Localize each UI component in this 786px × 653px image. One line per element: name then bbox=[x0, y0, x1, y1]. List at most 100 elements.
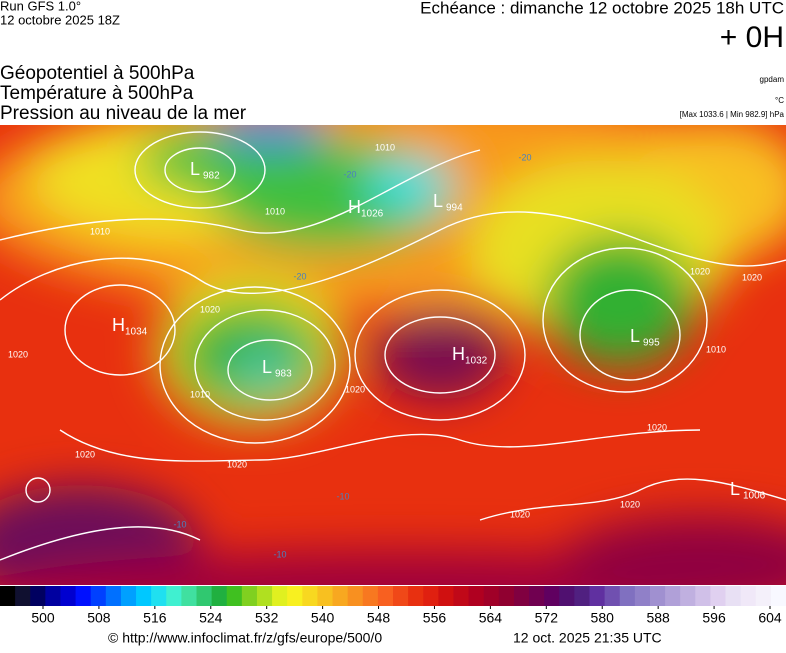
isobar-label: 1020 bbox=[620, 499, 640, 509]
colorbar-cell bbox=[740, 586, 757, 606]
colorbar-cell bbox=[362, 586, 379, 606]
colorbar-label: 588 bbox=[646, 610, 670, 626]
colorbar-label: 508 bbox=[87, 610, 111, 626]
colorbar-cell bbox=[151, 586, 167, 606]
pressure-range: [Max 1033.6 | Min 982.9] hPa bbox=[680, 110, 785, 119]
isobar-label: 1010 bbox=[190, 389, 210, 399]
center-letter: L bbox=[630, 326, 640, 346]
colorbar-cell bbox=[513, 586, 530, 606]
center-value: 983 bbox=[275, 369, 292, 380]
colorbar-label: 532 bbox=[255, 610, 279, 626]
echeance: Echéance : dimanche 12 octobre 2025 18h … bbox=[420, 0, 784, 17]
center-letter: L bbox=[433, 191, 443, 211]
colorbar-cell bbox=[181, 586, 197, 606]
temperature-label: -20 bbox=[293, 271, 306, 281]
center-value: 1006 bbox=[743, 491, 766, 502]
isobar-label: 1010 bbox=[265, 206, 285, 216]
colorbar-cell bbox=[604, 586, 621, 606]
isobar-label: 1020 bbox=[8, 349, 28, 359]
colorbar-label: 540 bbox=[311, 610, 335, 626]
center-letter: H bbox=[452, 344, 465, 364]
colorbar-label: 580 bbox=[591, 610, 615, 626]
colorbar-label: 524 bbox=[199, 610, 223, 626]
center-letter: H bbox=[348, 197, 361, 217]
colorbar-cell bbox=[15, 586, 31, 606]
colorbar-cell bbox=[332, 586, 349, 606]
isobar-label: 1020 bbox=[510, 509, 530, 519]
colorbar-cell bbox=[725, 586, 742, 606]
center-value: 994 bbox=[446, 203, 463, 214]
isobar-label: 1010 bbox=[90, 226, 110, 236]
isobar-label: 1020 bbox=[647, 422, 667, 432]
footer-generated: 12 oct. 2025 21:35 UTC bbox=[513, 630, 662, 646]
center-value: 1026 bbox=[361, 209, 384, 220]
colorbar-cell bbox=[166, 586, 182, 606]
colorbar-cell bbox=[60, 586, 77, 606]
colorbar-cell bbox=[619, 586, 636, 606]
run: Run GFS 1.0° bbox=[0, 0, 81, 13]
colorbar-cell bbox=[302, 586, 318, 606]
colorbar-label: 572 bbox=[535, 610, 559, 626]
colorbar-cell bbox=[770, 586, 786, 606]
center-letter: L bbox=[262, 357, 272, 377]
field: Température à 500hPa bbox=[0, 83, 194, 104]
colorbar-cell bbox=[90, 586, 107, 606]
colorbar-cell bbox=[634, 586, 651, 606]
colorbar-cell bbox=[680, 586, 696, 606]
unit: °C bbox=[775, 96, 784, 105]
offset: + 0H bbox=[720, 21, 784, 54]
center-letter: L bbox=[730, 479, 740, 499]
colorbar-cell bbox=[453, 586, 470, 606]
colorbar-cell bbox=[45, 586, 61, 606]
colorbar-cell bbox=[589, 586, 606, 606]
colorbar-cell bbox=[544, 586, 560, 606]
colorbar-cell bbox=[665, 586, 681, 606]
colorbar-label: 604 bbox=[758, 610, 782, 626]
colorbar-cell bbox=[317, 586, 334, 606]
colorbar-cell bbox=[75, 586, 92, 606]
colorbar-cell bbox=[408, 586, 424, 606]
isobar-label: 1020 bbox=[75, 449, 95, 459]
colorbar-cell bbox=[649, 586, 666, 606]
temperature-label: -10 bbox=[273, 549, 286, 559]
isobar-label: 1020 bbox=[345, 384, 365, 394]
field: Géopotentiel à 500hPa bbox=[0, 63, 195, 84]
colorbar-label: 564 bbox=[479, 610, 503, 626]
colorbar-cell bbox=[377, 586, 394, 606]
center-value: 1032 bbox=[465, 356, 488, 367]
colorbar-cell bbox=[498, 586, 515, 606]
footer-source: © http://www.infoclimat.fr/z/gfs/europe/… bbox=[108, 630, 382, 646]
isobar-label: 1010 bbox=[706, 344, 726, 354]
temperature-label: -10 bbox=[336, 491, 349, 501]
colorbar-cell bbox=[468, 586, 485, 606]
colorbar-cell bbox=[755, 586, 772, 606]
colorbar-cell bbox=[256, 586, 273, 606]
field: Pression au niveau de la mer bbox=[0, 103, 247, 124]
temperature-label: -20 bbox=[343, 169, 356, 179]
colorbar-cell bbox=[136, 586, 152, 606]
colorbar-cell bbox=[272, 586, 288, 606]
unit: gpdam bbox=[760, 75, 785, 84]
isobar-label: 1010 bbox=[375, 142, 395, 152]
colorbar-cell bbox=[105, 586, 122, 606]
colorbar-cell bbox=[211, 586, 228, 606]
colorbar-label: 500 bbox=[31, 610, 55, 626]
colorbar-cell bbox=[423, 586, 439, 606]
isobar-label: 1020 bbox=[690, 266, 710, 276]
colorbar-cell bbox=[120, 586, 137, 606]
colorbar-cell bbox=[226, 586, 243, 606]
colorbar-cell bbox=[529, 586, 545, 606]
colorbar-label: 556 bbox=[423, 610, 447, 626]
colorbar-label: 596 bbox=[702, 610, 726, 626]
center-value: 1034 bbox=[125, 327, 148, 338]
center-value: 982 bbox=[203, 171, 220, 182]
colorbar-cell bbox=[695, 586, 711, 606]
isobar-label: 1020 bbox=[742, 272, 762, 282]
colorbar-cell bbox=[30, 586, 46, 606]
colorbar-cell bbox=[241, 586, 258, 606]
center-letter: L bbox=[190, 159, 200, 179]
colorbar-cell bbox=[559, 586, 575, 606]
colorbar-cell bbox=[483, 586, 500, 606]
